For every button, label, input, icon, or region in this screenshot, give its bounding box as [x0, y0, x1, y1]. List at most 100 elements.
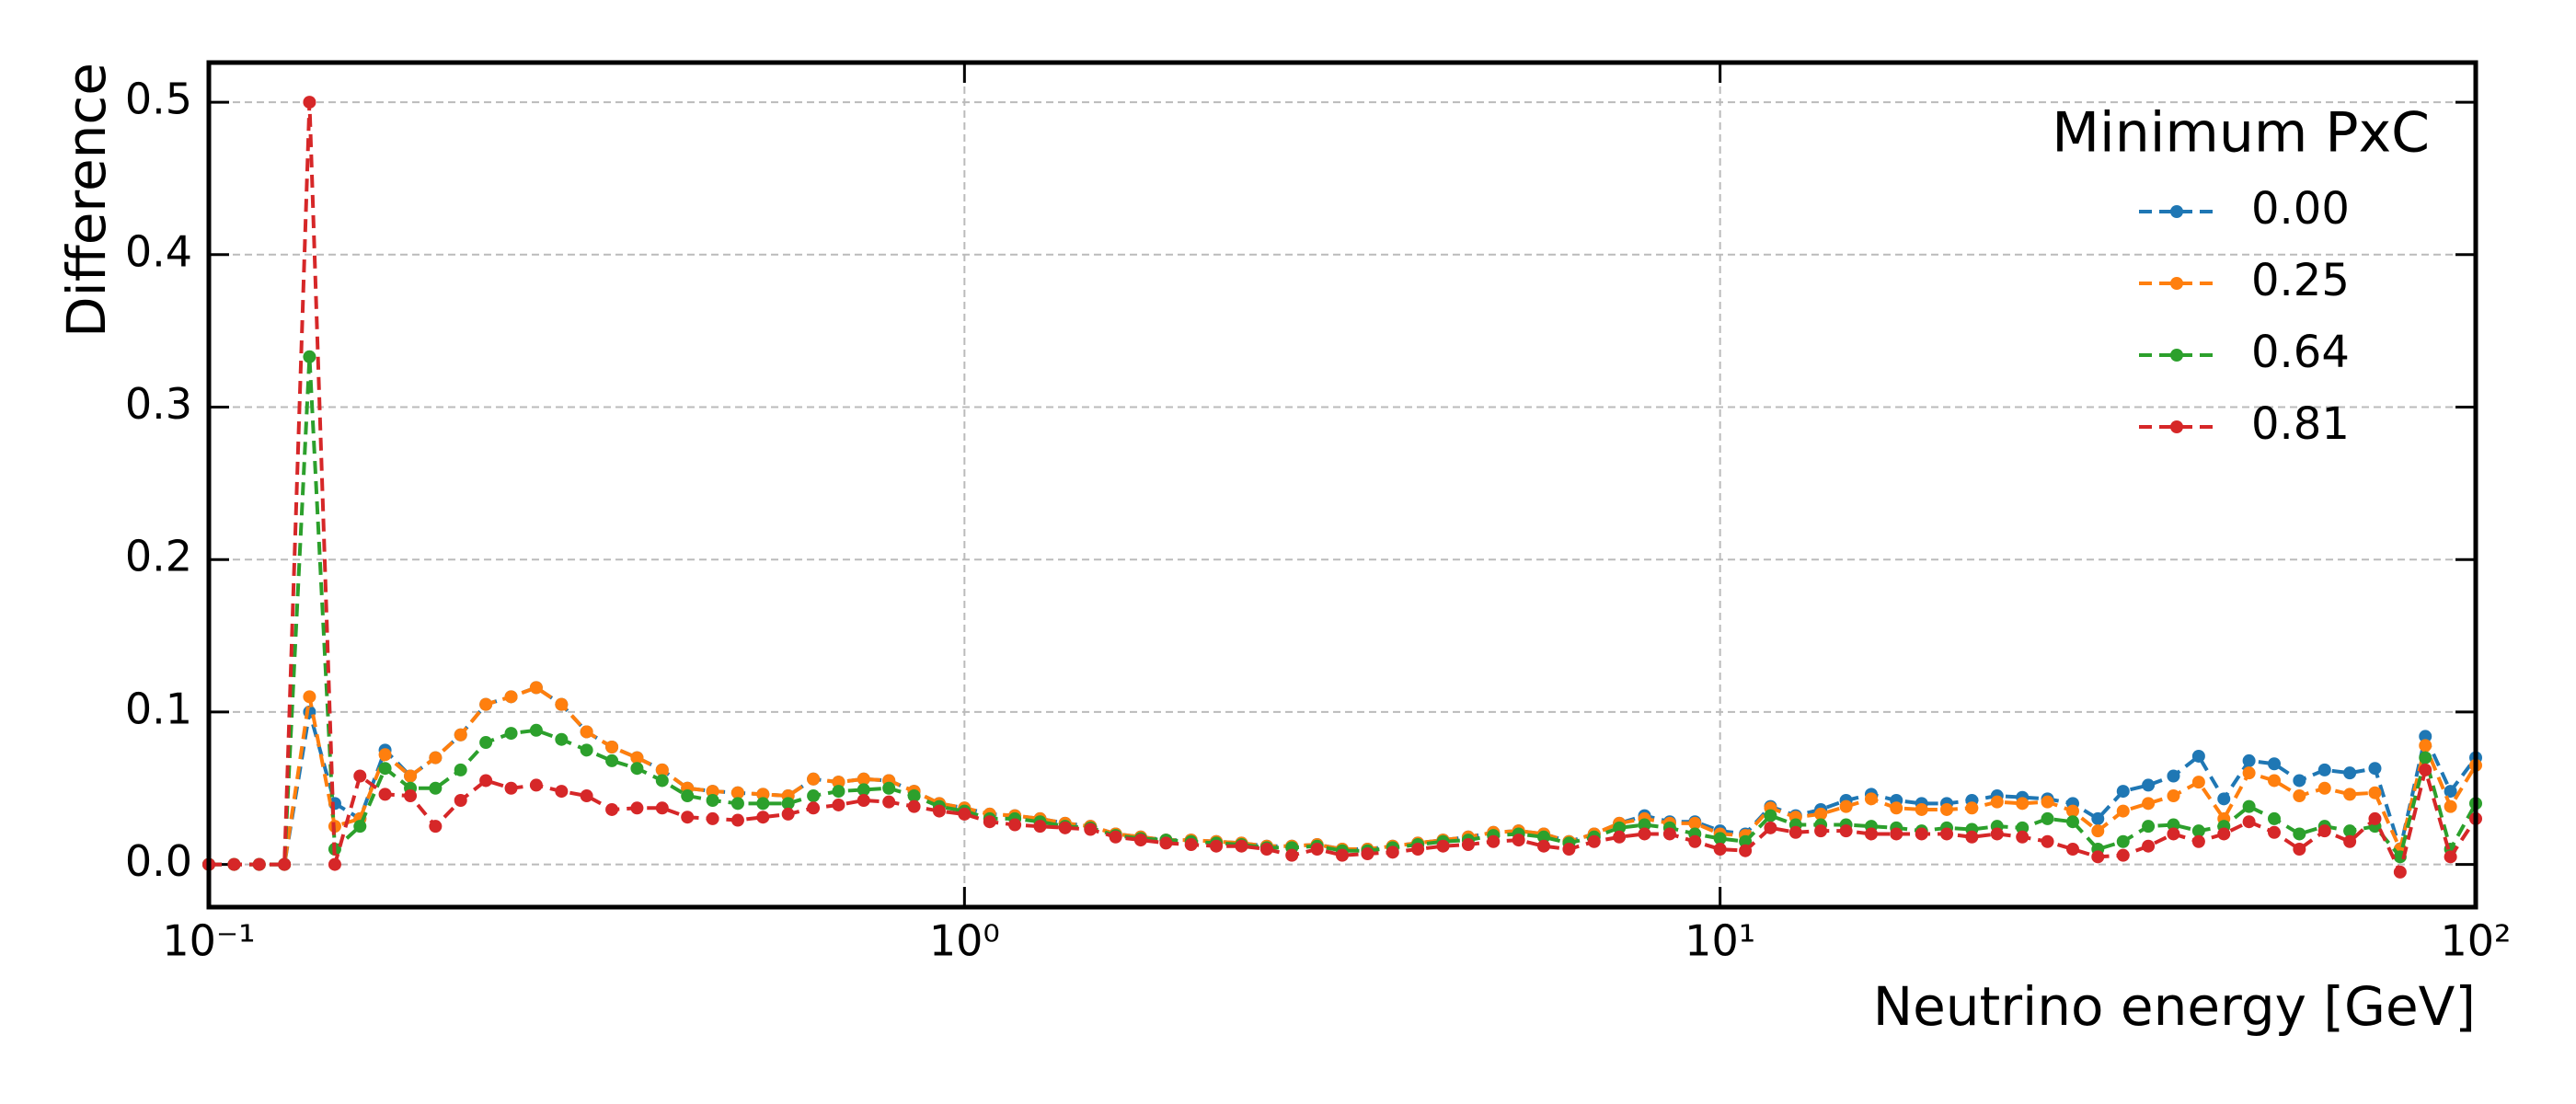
data-point: [1259, 843, 1273, 857]
data-point: [605, 753, 619, 767]
data-point: [1033, 820, 1047, 834]
data-point: [2317, 824, 2331, 838]
data-point: [1940, 802, 1954, 816]
data-point: [1965, 801, 1979, 815]
data-point: [605, 802, 619, 816]
data-point: [2267, 825, 2281, 839]
data-point: [1109, 830, 1122, 844]
data-point: [2419, 730, 2432, 743]
data-point: [2368, 811, 2382, 825]
data-point: [555, 785, 569, 799]
data-point: [1613, 830, 1627, 844]
data-point: [730, 797, 744, 811]
data-point: [1361, 847, 1374, 861]
data-point: [2242, 766, 2256, 780]
data-point: [504, 781, 518, 795]
data-point: [1235, 839, 1248, 853]
data-point: [2142, 797, 2156, 811]
data-point: [2167, 789, 2180, 803]
data-point: [1587, 834, 1601, 848]
legend-marker: [2170, 277, 2183, 290]
data-point: [1688, 834, 1702, 848]
data-point: [1638, 818, 1651, 832]
data-point: [1386, 845, 1399, 859]
data-point: [2191, 824, 2205, 838]
data-point: [932, 804, 946, 818]
data-point: [882, 795, 896, 809]
data-point: [1864, 827, 1878, 841]
data-point: [2293, 774, 2306, 788]
data-point: [1764, 821, 1777, 834]
data-point: [1814, 807, 1828, 821]
data-point: [730, 813, 744, 827]
legend-marker: [2170, 205, 2183, 218]
data-point: [529, 723, 543, 737]
data-point: [1990, 827, 2004, 841]
data-point: [2091, 824, 2105, 838]
data-point: [303, 96, 316, 109]
data-point: [1310, 843, 1324, 857]
data-point: [857, 794, 870, 808]
legend-label: 0.00: [2251, 183, 2350, 235]
plot-frame: [206, 60, 2478, 910]
y-axis-label: Difference: [55, 63, 118, 338]
data-point: [2393, 865, 2407, 879]
data-point: [1940, 827, 1954, 841]
data-point: [2191, 749, 2205, 763]
data-point: [857, 783, 870, 797]
data-point: [1084, 822, 1098, 836]
data-point: [2317, 781, 2331, 795]
x-tick-label: 10²: [2441, 916, 2512, 966]
data-point: [1335, 848, 1349, 862]
data-point: [1184, 838, 1198, 852]
data-point: [479, 697, 493, 711]
data-point: [655, 801, 669, 815]
y-tick-label: 0.4: [125, 226, 192, 276]
data-point: [907, 799, 921, 813]
data-point: [2419, 739, 2432, 753]
data-point: [2444, 799, 2457, 813]
data-point: [2217, 827, 2231, 841]
data-point: [1613, 821, 1627, 834]
data-point: [529, 681, 543, 695]
x-tick-label: 10⁰: [929, 916, 1000, 966]
data-point: [681, 811, 695, 824]
data-point: [832, 785, 845, 799]
data-point: [756, 797, 770, 811]
data-point: [2142, 778, 2156, 792]
data-point: [454, 794, 467, 808]
data-point: [2016, 830, 2030, 844]
data-point: [1461, 838, 1475, 852]
data-point: [2041, 811, 2054, 825]
data-point: [2116, 785, 2130, 799]
data-point: [1990, 795, 2004, 809]
y-tick-label: 0.1: [125, 684, 192, 733]
data-point: [756, 788, 770, 801]
data-point: [2116, 834, 2130, 848]
data-point: [1839, 824, 1853, 838]
data-point: [555, 732, 569, 746]
data-point: [1058, 821, 1072, 834]
data-point: [378, 788, 392, 801]
data-point: [630, 801, 644, 815]
data-point: [580, 725, 593, 739]
data-point: [2242, 815, 2256, 829]
data-point: [1210, 839, 1224, 853]
data-point: [1487, 834, 1501, 848]
data-point: [2444, 850, 2457, 864]
data-point: [2041, 795, 2054, 809]
data-point: [832, 776, 845, 789]
data-point: [1739, 834, 1753, 848]
data-point: [1662, 827, 1676, 841]
data-point: [907, 789, 921, 803]
data-point: [580, 743, 593, 757]
data-point: [2293, 843, 2306, 857]
data-point: [303, 690, 316, 704]
data-point: [1764, 809, 1777, 822]
data-point: [1285, 848, 1299, 862]
data-point: [303, 350, 316, 363]
data-point: [2343, 824, 2357, 838]
x-tick-label: 10¹: [1685, 916, 1755, 966]
data-point: [781, 797, 795, 811]
